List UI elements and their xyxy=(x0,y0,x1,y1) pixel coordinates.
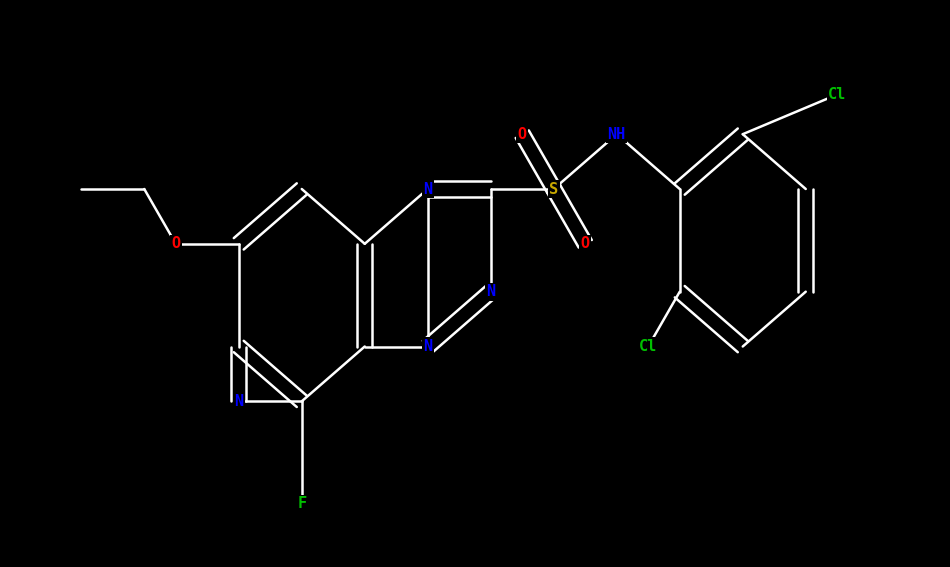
Text: Cl: Cl xyxy=(828,87,846,102)
Text: O: O xyxy=(171,236,180,251)
Text: F: F xyxy=(297,497,306,511)
Text: S: S xyxy=(549,181,559,197)
Text: N: N xyxy=(235,394,243,409)
Text: O: O xyxy=(580,236,590,251)
Text: N: N xyxy=(423,181,432,197)
Text: O: O xyxy=(518,126,527,142)
Text: N: N xyxy=(423,339,432,354)
Text: NH: NH xyxy=(608,126,626,142)
Text: N: N xyxy=(486,284,495,299)
Text: Cl: Cl xyxy=(639,339,657,354)
